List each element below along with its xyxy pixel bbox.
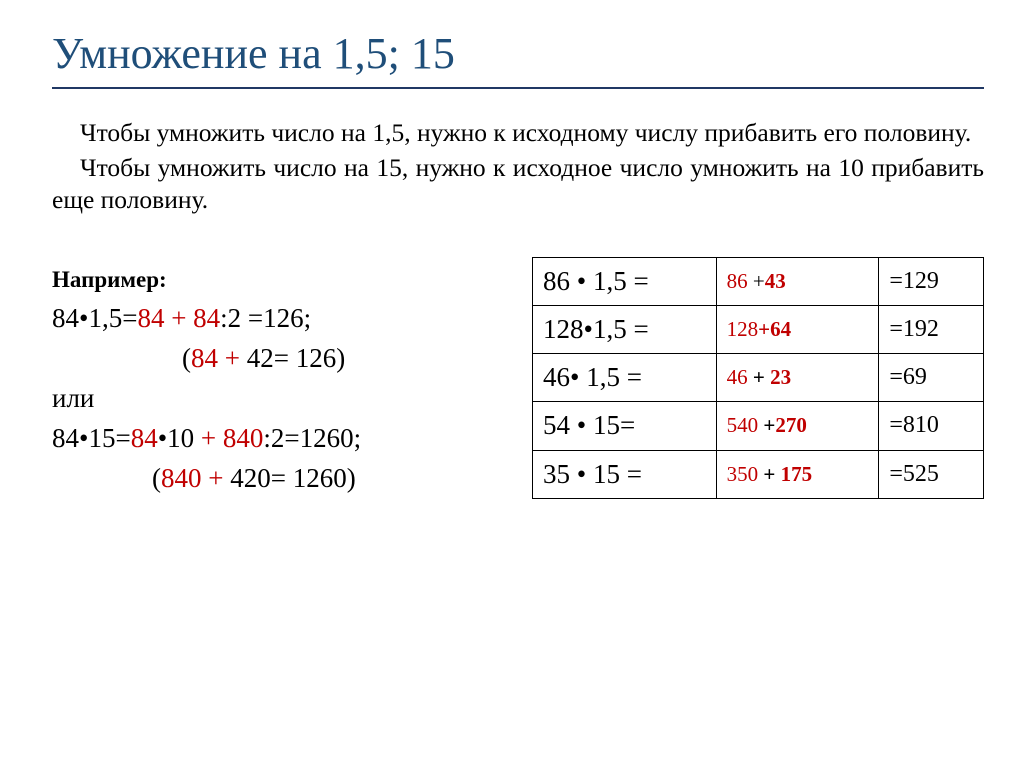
ex4-c: •10: [158, 423, 194, 453]
cell-expr: 54 • 15=: [533, 402, 717, 450]
cell-result: =129: [879, 257, 984, 305]
cell-work: 46 + 23: [716, 354, 879, 402]
ex5-a: (: [152, 463, 161, 493]
examples-table: 86 • 1,5 = 86 +43 =129 128•1,5 = 128+64 …: [532, 257, 984, 499]
cell-work: 128+64: [716, 306, 879, 354]
cell-expr: 86 • 1,5 =: [533, 257, 717, 305]
cell-work: 540 +270: [716, 402, 879, 450]
example-label: Например:: [52, 263, 512, 297]
ex1-b: 84 + 84: [137, 303, 220, 333]
cell-expr: 46• 1,5 =: [533, 354, 717, 402]
table-row: 86 • 1,5 = 86 +43 =129: [533, 257, 984, 305]
table-row: 54 • 15= 540 +270 =810: [533, 402, 984, 450]
example-line-4: 84•15=84•10 + 840:2=1260;: [52, 419, 512, 459]
ex2-b: 84 +: [191, 343, 247, 373]
table-row: 128•1,5 = 128+64 =192: [533, 306, 984, 354]
paragraph-2: Чтобы умножить число на 15, нужно к исхо…: [52, 152, 984, 217]
table-row: 46• 1,5 = 46 + 23 =69: [533, 354, 984, 402]
title-underline: [52, 87, 984, 89]
ex1-a: 84•1,5=: [52, 303, 137, 333]
content-row: Например: 84•1,5=84 + 84:2 =126; (84 + 4…: [52, 263, 984, 499]
paragraph-1: Чтобы умножить число на 1,5, нужно к исх…: [52, 117, 984, 150]
cell-expr: 35 • 15 =: [533, 450, 717, 498]
cell-work: 86 +43: [716, 257, 879, 305]
example-line-2: (84 + 42= 126): [52, 339, 512, 379]
cell-result: =69: [879, 354, 984, 402]
table-row: 35 • 15 = 350 + 175 =525: [533, 450, 984, 498]
ex4-d: + 840: [194, 423, 263, 453]
ex4-b: 84: [131, 423, 158, 453]
cell-result: =810: [879, 402, 984, 450]
example-line-3: или: [52, 379, 512, 419]
ex4-a: 84•15=: [52, 423, 131, 453]
ex5-c: 420= 1260): [230, 463, 355, 493]
example-line-5: (840 + 420= 1260): [52, 459, 512, 499]
example-line-1: 84•1,5=84 + 84:2 =126;: [52, 299, 512, 339]
ex1-c: :2 =126;: [220, 303, 311, 333]
ex2-a: (: [182, 343, 191, 373]
ex5-b: 840 +: [161, 463, 230, 493]
ex2-c: 42= 126): [247, 343, 345, 373]
cell-work: 350 + 175: [716, 450, 879, 498]
example-block: Например: 84•1,5=84 + 84:2 =126; (84 + 4…: [52, 263, 512, 499]
slide-title: Умножение на 1,5; 15: [52, 28, 984, 79]
cell-result: =525: [879, 450, 984, 498]
ex4-e: :2=1260;: [263, 423, 361, 453]
cell-expr: 128•1,5 =: [533, 306, 717, 354]
cell-result: =192: [879, 306, 984, 354]
